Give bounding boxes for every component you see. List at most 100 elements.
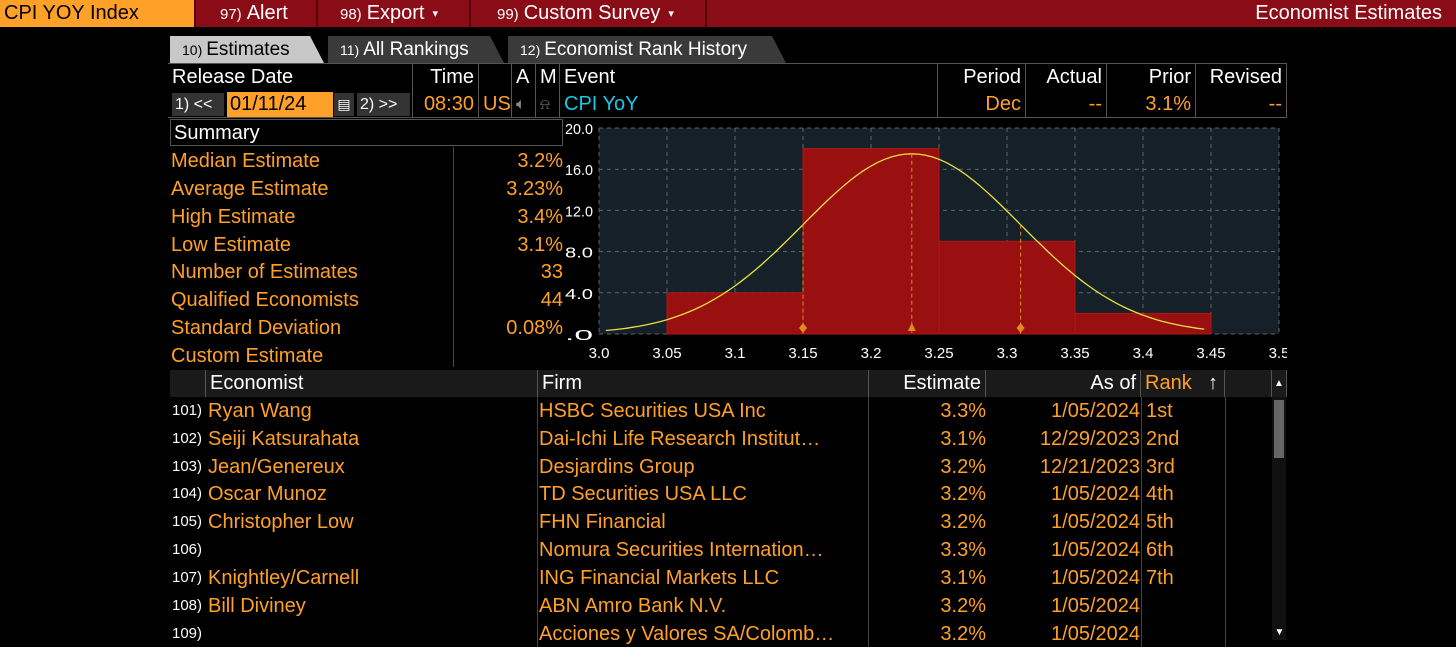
economist-name[interactable]: Knightley/Carnell [208, 567, 360, 589]
table-row[interactable]: 101) Ryan Wang HSBC Securities USA Inc 3.3%… [170, 397, 1274, 425]
summary-row[interactable]: Custom Estimate [170, 342, 563, 370]
summary-label: Median Estimate [171, 150, 320, 172]
estimate-value: 3.2% [940, 456, 986, 478]
summary-label: High Estimate [171, 206, 296, 228]
y-tick-label: .0 [565, 327, 593, 344]
calendar-icon[interactable]: ▤ [334, 93, 354, 116]
bell-icon[interactable]: ⍾ [536, 91, 560, 118]
row-number: 106) [172, 541, 203, 558]
economist-header[interactable]: Economist [206, 370, 538, 397]
as-of-header[interactable]: As of [986, 370, 1141, 397]
prior-header: Prior [1107, 63, 1196, 91]
firm-name[interactable]: Nomura Securities Internation… [539, 539, 824, 561]
table-row[interactable]: 102) Seiji Katsurahata Dai-Ichi Life Resea… [170, 425, 1274, 453]
table-row[interactable]: 107) Knightley/Carnell ING Financial Marke… [170, 564, 1274, 592]
sort-ascending-icon: ↑ [1208, 372, 1218, 394]
country-header [479, 63, 512, 91]
as-of-date: 12/29/2023 [1039, 428, 1140, 450]
summary-label: Standard Deviation [171, 317, 342, 339]
firm-name[interactable]: ING Financial Markets LLC [539, 567, 780, 589]
actual-header: Actual [1026, 63, 1107, 91]
firm-name[interactable]: Acciones y Valores SA/Colomb… [539, 623, 835, 645]
chevron-down-icon: ▾ [668, 8, 674, 20]
average-marker [907, 323, 916, 331]
firm-name[interactable]: HSBC Securities USA Inc [539, 400, 766, 422]
rank-value: 5th [1146, 511, 1174, 533]
table-row[interactable]: 108) Bill Diviney ABN Amro Bank N.V. 3.2% 1/… [170, 592, 1274, 620]
tab-label: Estimates [206, 39, 290, 60]
alert-button[interactable]: 97) Alert [194, 0, 315, 27]
menu-number: 99) [497, 6, 519, 23]
firm-name[interactable]: ABN Amro Bank N.V. [539, 595, 727, 617]
summary-value: 3.2% [517, 150, 563, 172]
as-of-date: 1/05/2024 [1051, 623, 1140, 645]
as-of-date: 1/05/2024 [1051, 511, 1140, 533]
economist-name[interactable]: Bill Diviney [208, 595, 306, 617]
estimate-header[interactable]: Estimate [869, 370, 986, 397]
x-tick-label: 3.5 [1269, 345, 1287, 362]
x-tick-label: 3.0 [589, 345, 610, 362]
table-row[interactable]: 109) Acciones y Valores SA/Colomb… 3.2% 1/0… [170, 620, 1274, 647]
tab-all-rankings[interactable]: 11) All Rankings [328, 36, 504, 63]
rank-header[interactable]: Rank ↑ [1141, 370, 1225, 397]
custom-survey-button[interactable]: 99) Custom Survey ▾ [469, 0, 707, 27]
firm-name[interactable]: TD Securities USA LLC [539, 483, 747, 505]
y-tick-label: 8.0 [565, 245, 593, 262]
table-row[interactable]: 106) Nomura Securities Internation… 3.3% 1/… [170, 536, 1274, 564]
speaker-icon[interactable]: 🔈︎ [512, 91, 536, 118]
blank-header [1225, 370, 1272, 397]
x-tick-label: 3.05 [652, 345, 681, 362]
stdev-marker [1016, 323, 1025, 333]
table-row[interactable]: 103) Jean/Genereux Desjardins Group 3.2% 12/… [170, 453, 1274, 481]
ticker-field[interactable]: CPI YOY Index [0, 0, 194, 27]
revised-header: Revised [1196, 63, 1287, 91]
actual-value: -- [1026, 91, 1107, 118]
prev-date-button[interactable]: 1) << [172, 93, 224, 116]
export-button[interactable]: 98) Export ▾ [316, 0, 469, 27]
y-tick-label: 20.0 [565, 121, 593, 138]
x-tick-label: 3.35 [1060, 345, 1089, 362]
release-date-input[interactable]: 01/11/24 [227, 92, 333, 117]
firm-header[interactable]: Firm [538, 370, 869, 397]
menu-number: 98) [340, 6, 362, 23]
as-of-date: 12/21/2023 [1039, 456, 1140, 478]
row-number: 103) [172, 458, 203, 475]
scroll-up-icon[interactable]: ▲ [1272, 370, 1287, 397]
row-number: 108) [172, 597, 203, 614]
firm-name[interactable]: Dai-Ichi Life Research Institut… [539, 428, 821, 450]
economist-name[interactable]: Ryan Wang [208, 400, 312, 422]
scroll-down-icon[interactable]: ▼ [1274, 627, 1285, 638]
column-divider [1141, 397, 1142, 647]
x-tick-label: 3.15 [788, 345, 817, 362]
table-row[interactable]: 105) Christopher Low FHN Financial 3.2% 1/05… [170, 508, 1274, 536]
economist-name[interactable]: Christopher Low [208, 511, 354, 533]
revised-value: -- [1196, 91, 1287, 118]
economist-name[interactable]: Seiji Katsurahata [208, 428, 360, 450]
firm-name[interactable]: FHN Financial [539, 511, 666, 533]
row-number: 104) [172, 485, 203, 502]
y-tick-label: 16.0 [565, 162, 593, 179]
rank-value: 3rd [1146, 456, 1175, 478]
tab-estimates[interactable]: 10) Estimates [170, 36, 324, 63]
summary-value: 33 [540, 261, 563, 283]
economist-name[interactable]: Jean/Genereux [208, 456, 345, 478]
table-row[interactable]: 104) Oscar Munoz TD Securities USA LLC 3.2%… [170, 480, 1274, 508]
x-tick-label: 3.1 [725, 345, 746, 362]
summary-row: Standard Deviation 0.08% [170, 314, 563, 342]
histogram-bar [1074, 312, 1212, 335]
economist-name[interactable]: Oscar Munoz [208, 483, 327, 505]
firm-name[interactable]: Desjardins Group [539, 456, 695, 478]
rank-value: 6th [1146, 539, 1174, 561]
tab-economist-rank-history[interactable]: 12) Economist Rank History [508, 36, 786, 63]
as-of-date: 1/05/2024 [1051, 539, 1140, 561]
event-name[interactable]: CPI YoY [560, 91, 938, 118]
rank-header-label: Rank [1145, 372, 1192, 394]
row-number: 101) [172, 402, 203, 419]
scrollbar-thumb[interactable] [1274, 400, 1284, 458]
row-number-header [170, 370, 206, 397]
x-tick-label: 3.45 [1196, 345, 1225, 362]
event-header: Event [560, 63, 938, 91]
as-of-date: 1/05/2024 [1051, 595, 1140, 617]
next-date-button[interactable]: 2) >> [357, 93, 410, 116]
time-header: Time [413, 63, 479, 91]
